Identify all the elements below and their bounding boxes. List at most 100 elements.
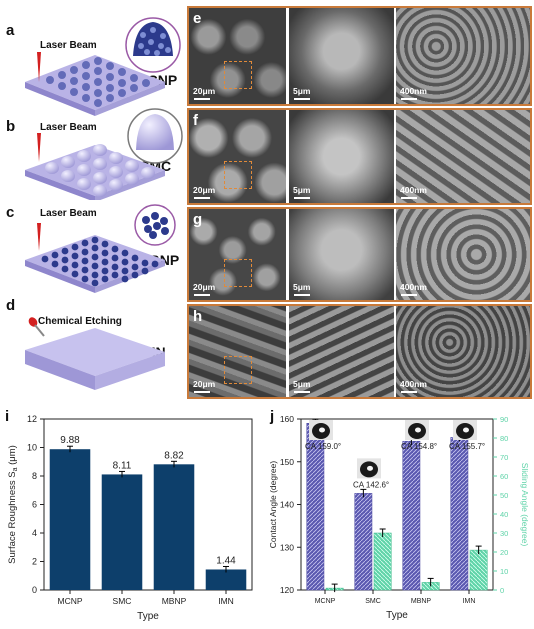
panel-label-f: f	[193, 112, 198, 129]
scale-bar-line	[401, 197, 417, 199]
y-right-tick-label: 0	[500, 586, 504, 595]
droplet-highlight	[415, 427, 421, 433]
sem-image-g-1	[189, 209, 286, 300]
y-tick-label: 6	[32, 500, 37, 510]
scale-bar-line	[294, 197, 310, 199]
bar-smc	[101, 474, 143, 590]
bar-sliding-angle-smc	[373, 532, 392, 591]
laser-beam-label-c: Laser Beam	[40, 208, 97, 219]
panel-label-b: b	[6, 118, 16, 135]
y-right-tick-label: 30	[500, 529, 508, 538]
scale-bar-line	[194, 197, 210, 199]
data-label: 8.11	[113, 460, 132, 471]
x-axis-label: Type	[386, 610, 408, 621]
sem-image-f-3	[396, 110, 530, 203]
y-tick-label: 12	[27, 414, 37, 424]
y-axis-label: Surface Roughness Sa (μm)	[7, 445, 19, 564]
scale-bar-line	[294, 98, 310, 100]
data-label: 8.82	[164, 450, 184, 461]
data-label: 9.88	[60, 435, 80, 446]
x-tick-label: IMN	[463, 598, 476, 605]
chemical-etching-label: Chemical Etching	[38, 316, 122, 327]
chart-j-contact-sliding-angle: 120 130 140 150 160 0 10 20 30 40 50 60 70 80 90 MCNP CA…	[268, 414, 530, 621]
y-right-tick-label: 20	[500, 548, 508, 557]
scale-bar-line	[194, 98, 210, 100]
sem-image-g-2	[289, 209, 394, 300]
x-tick-label: MCNP	[57, 596, 82, 606]
zoom-region-box	[224, 259, 252, 288]
scale-bar-line	[294, 391, 310, 393]
y-left-tick-label: 120	[280, 585, 294, 595]
bar-mcnp	[49, 449, 91, 590]
y-left-tick-label: 150	[280, 457, 294, 467]
laser-beam-label-b: Laser Beam	[40, 122, 97, 133]
y-tick-label: 8	[32, 471, 37, 481]
scale-bar-line	[194, 294, 210, 296]
sem-image-e-3	[396, 8, 530, 104]
data-label: 1.44	[216, 555, 236, 566]
sem-row-e-frame	[187, 6, 532, 106]
scale-bar-line	[401, 294, 417, 296]
panel-label-h: h	[193, 308, 203, 325]
zoom-region-box	[224, 356, 252, 385]
scale-bar-label: 5μm	[293, 86, 311, 96]
y-right-tick-label: 80	[500, 434, 508, 443]
mbnp-surface-illustration	[25, 204, 176, 293]
bar-mbnp	[153, 464, 195, 590]
bar-contact-angle-smc	[354, 493, 373, 591]
zoom-region-box	[224, 60, 252, 89]
sem-image-h-3	[396, 306, 530, 397]
scale-bar-label: 20μm	[193, 379, 216, 389]
droplet-highlight	[367, 465, 373, 471]
imn-surface-illustration	[25, 317, 165, 390]
zoom-region-box	[224, 161, 252, 190]
contact-angle-annotation: CA 159.0°	[305, 442, 341, 451]
bar-imn	[205, 569, 247, 590]
y-right-tick-label: 70	[500, 453, 508, 462]
y-left-tick-label: 130	[280, 542, 294, 552]
sem-row-h-frame	[187, 304, 532, 399]
panel-label-e: e	[193, 10, 202, 27]
bar-sliding-angle-imn	[469, 549, 488, 591]
x-tick-label: SMC	[113, 596, 132, 606]
y-right-tick-label: 10	[500, 567, 508, 576]
sem-image-e-2	[289, 8, 394, 104]
bar-contact-angle-mbnp	[402, 440, 421, 591]
sem-image-h-1	[189, 306, 286, 397]
panel-label-j: j	[270, 408, 275, 425]
y-tick-label: 2	[32, 557, 37, 567]
sem-image-f-2	[289, 110, 394, 203]
x-axis-label: Type	[137, 611, 159, 622]
chart-i-surface-roughness: 0 2 4 6 8 10 12 9.88 MCNP 8.11 SMC 8.82 MBNP 1.44 IMN T…	[7, 414, 253, 622]
scale-bar-line	[401, 391, 417, 393]
y-right-tick-label: 40	[500, 510, 508, 519]
scale-bar-label: 5μm	[293, 379, 311, 389]
contact-angle-annotation: CA 142.6°	[353, 480, 389, 489]
scale-bar-label: 20μm	[193, 86, 216, 96]
contact-angle-annotation: CA 155.7°	[449, 442, 485, 451]
y-left-axis-label: Contact Angle (degree)	[268, 461, 278, 549]
sem-row-g-frame	[187, 207, 532, 302]
sem-image-h-2	[289, 306, 394, 397]
sem-image-f-1	[189, 110, 286, 203]
panel-label-d: d	[6, 297, 16, 314]
scale-bar-line	[194, 391, 210, 393]
laser-beam-label-a: Laser Beam	[40, 40, 97, 51]
droplet-highlight	[463, 427, 469, 433]
scale-bar-line	[401, 98, 417, 100]
x-tick-label: MBNP	[411, 598, 432, 605]
x-tick-label: MCNP	[315, 598, 336, 605]
y-tick-label: 0	[32, 585, 37, 595]
y-right-tick-label: 50	[500, 491, 508, 500]
x-tick-label: SMC	[365, 598, 381, 605]
scale-bar-label: 400nm	[400, 86, 427, 96]
y-left-tick-label: 160	[280, 414, 294, 424]
sem-row-f-frame	[187, 108, 532, 205]
panel-label-c: c	[6, 204, 15, 221]
panel-label-g: g	[193, 211, 203, 228]
scale-bar-label: 20μm	[193, 185, 216, 195]
scale-bar-label: 400nm	[400, 379, 427, 389]
x-tick-label: MBNP	[162, 596, 187, 606]
sem-image-e-1	[189, 8, 286, 104]
y-right-tick-label: 90	[500, 415, 508, 424]
